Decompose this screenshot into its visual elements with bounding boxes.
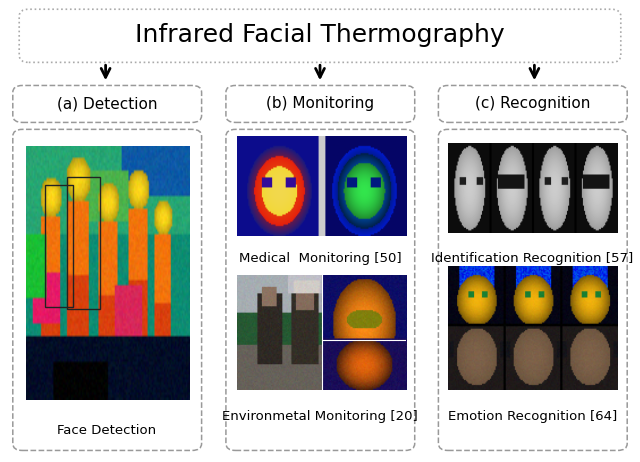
Text: Emotion Recognition [64]: Emotion Recognition [64] <box>448 410 617 423</box>
Text: Medical  Monitoring [50]: Medical Monitoring [50] <box>239 252 401 265</box>
Text: (c) Recognition: (c) Recognition <box>475 97 591 111</box>
Bar <box>67 177 100 310</box>
FancyBboxPatch shape <box>226 129 415 450</box>
FancyBboxPatch shape <box>438 129 627 450</box>
FancyBboxPatch shape <box>19 9 621 62</box>
Text: Infrared Facial Thermography: Infrared Facial Thermography <box>135 23 505 47</box>
Text: Environmetal Monitoring [20]: Environmetal Monitoring [20] <box>222 410 418 423</box>
FancyBboxPatch shape <box>438 85 627 122</box>
Text: (b) Monitoring: (b) Monitoring <box>266 97 374 111</box>
Text: Face Detection: Face Detection <box>58 424 156 437</box>
FancyBboxPatch shape <box>13 129 202 450</box>
Bar <box>45 185 73 307</box>
FancyBboxPatch shape <box>13 85 202 122</box>
FancyBboxPatch shape <box>226 85 415 122</box>
Text: (a) Detection: (a) Detection <box>57 97 157 111</box>
Text: Identification Recognition [57]: Identification Recognition [57] <box>431 252 634 265</box>
